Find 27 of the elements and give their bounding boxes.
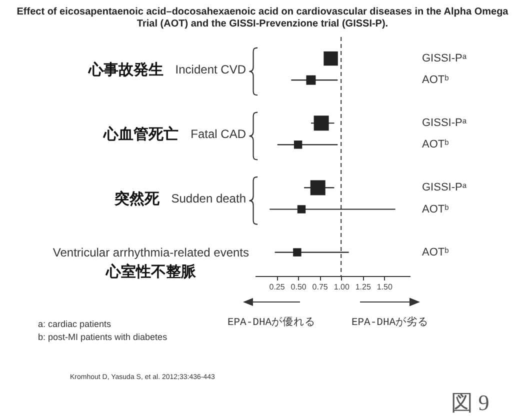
text: EPA-DHAが優れる [227, 316, 316, 329]
text: 心事故発生 [87, 60, 164, 78]
chart-title: Effect of eicosapentaenoic acid–docosahexaenoic acid on cardiovascular diseases in the Alpha Omega Trial (AOT) and the GISSI-Prevenzione trial (GISSI-P). [16, 6, 509, 30]
caption: 図 9 [450, 390, 490, 415]
x-tick-label: 0.50 [290, 282, 307, 292]
text: AOTᵇ [422, 74, 449, 86]
text: b: post-MI patients with diabetes [38, 332, 168, 342]
y-tick-label: Sudden death [171, 191, 246, 206]
x-tick-label: 0.25 [269, 282, 286, 292]
text: GISSI-Pᵃ [422, 52, 468, 65]
y-tick-label: Incident CVD [175, 62, 246, 76]
text: GISSI-Pᵃ [422, 117, 466, 130]
text: AOTᵇ [422, 138, 449, 151]
y-tick-label: Ventricular arrhythmia-related events [52, 245, 249, 260]
x-tick-label: 1.25 [355, 282, 372, 292]
text: AOTᵇ [422, 246, 449, 258]
text: a: cardiac patients [38, 319, 112, 329]
text: 突然死 [113, 189, 160, 208]
text: GISSI-Pᵃ [422, 182, 466, 194]
x-tick-label: 1.50 [376, 282, 393, 292]
text: AOTᵇ [422, 203, 449, 216]
text: 心室性不整脈 [104, 262, 197, 281]
x-tick-label: 0.75 [312, 282, 328, 292]
x-tick-label: 1.00 [334, 282, 350, 292]
y-tick-label: Fatal CAD [190, 126, 246, 141]
text: 心血管死亡 [102, 124, 179, 143]
text: EPA-DHAが劣る [351, 315, 429, 329]
